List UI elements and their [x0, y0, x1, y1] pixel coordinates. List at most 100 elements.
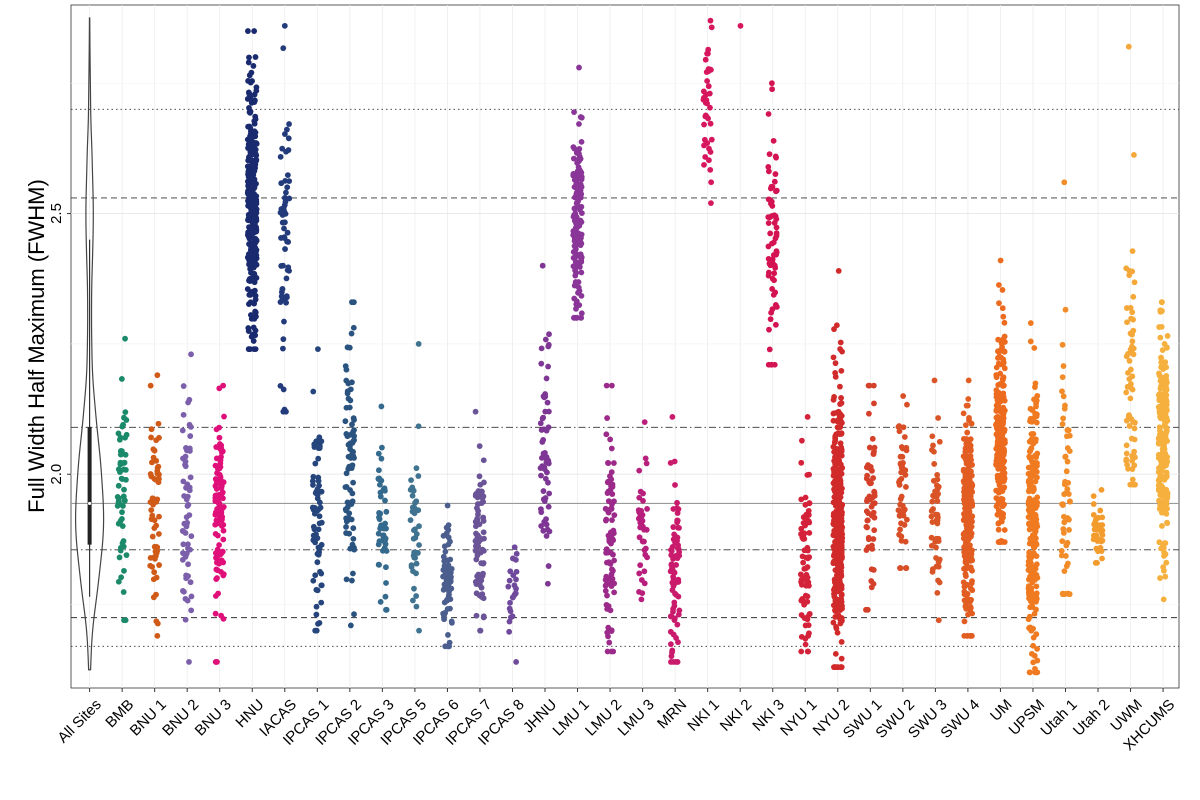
point-bmb	[123, 552, 130, 559]
point-lmu-2	[603, 581, 610, 588]
point-utah-1	[1066, 526, 1072, 533]
point-ipcas-2	[350, 535, 357, 542]
point-nki-3	[771, 178, 778, 185]
point-hnu	[252, 113, 259, 120]
point-swu-2	[902, 538, 909, 545]
point-utah-1	[1059, 388, 1065, 395]
point-mrn	[670, 631, 677, 638]
point-swu-3	[934, 476, 941, 483]
point-ipcas-5	[409, 508, 416, 515]
point-hnu	[249, 193, 256, 200]
point-ipcas-6	[448, 618, 455, 625]
point-nyu-2	[832, 435, 839, 442]
point-nyu-2	[830, 543, 837, 550]
point-hnu	[249, 175, 256, 182]
point-nyu-1	[798, 633, 805, 640]
point-swu-4	[962, 603, 969, 610]
point-lmu-1	[577, 251, 584, 258]
point-mrn	[673, 659, 680, 665]
point-lmu-2	[606, 639, 613, 646]
point-bnu-3	[215, 499, 222, 506]
point-hnu	[245, 232, 252, 239]
point-bnu-3	[217, 551, 224, 558]
point-bmb	[115, 578, 122, 585]
point-ipcas-1	[311, 526, 318, 533]
point-lmu-2	[607, 436, 614, 443]
point-bnu-2	[180, 478, 187, 485]
point-ipcas-7	[473, 590, 480, 597]
point-xhcums	[1161, 398, 1168, 405]
point-hnu	[253, 237, 260, 244]
point-ipcas-8	[507, 568, 514, 575]
point-nyu-1	[798, 496, 805, 503]
point-hnu	[251, 28, 258, 34]
point-nyu-2	[837, 517, 844, 524]
point-xhcums	[1157, 492, 1164, 498]
point-upsm	[1032, 669, 1039, 676]
point-ipcas-2	[343, 507, 349, 514]
point-um	[1000, 419, 1007, 425]
point-iacas	[285, 135, 292, 142]
point-uwm	[1125, 43, 1132, 50]
point-mrn	[674, 499, 680, 506]
point-jhnu	[538, 454, 545, 461]
point-ipcas-2	[351, 433, 358, 440]
point-um	[999, 339, 1005, 345]
point-swu-1	[865, 534, 872, 541]
point-mrn	[669, 587, 676, 594]
point-nki-1	[707, 166, 714, 173]
point-upsm	[1026, 669, 1033, 676]
point-lmu-2	[603, 573, 610, 580]
point-swu-1	[871, 490, 878, 496]
point-bmb	[121, 486, 127, 493]
point-ipcas-1	[310, 388, 317, 395]
point-hnu	[247, 292, 254, 298]
point-swu-3	[933, 563, 940, 570]
point-swu-2	[897, 565, 904, 571]
point-bnu-1	[147, 471, 154, 477]
point-jhnu	[538, 472, 544, 479]
y-tick-label: 2.5	[48, 203, 65, 224]
point-swu-4	[962, 505, 968, 512]
point-nyu-2	[830, 553, 837, 559]
point-hnu	[250, 338, 257, 344]
point-bnu-1	[147, 554, 154, 561]
point-lmu-1	[576, 64, 582, 71]
point-nki-3	[774, 303, 780, 310]
point-iacas	[283, 275, 290, 282]
point-hnu	[245, 171, 251, 178]
point-swu-4	[965, 486, 972, 492]
point-uwm	[1129, 476, 1136, 483]
point-jhnu	[538, 345, 545, 352]
point-ipcas-6	[444, 502, 451, 509]
point-swu-3	[934, 511, 941, 518]
point-ipcas-8	[505, 583, 512, 590]
point-nki-2	[737, 22, 744, 29]
point-ipcas-1	[315, 346, 321, 353]
point-nyu-2	[831, 494, 838, 500]
point-ipcas-7	[480, 457, 487, 464]
point-lmu-1	[571, 212, 578, 219]
point-ipcas-3	[376, 516, 383, 523]
point-ipcas-3	[375, 450, 382, 457]
point-ipcas-2	[346, 404, 353, 411]
point-bnu-2	[180, 588, 186, 594]
point-bnu-1	[155, 463, 162, 470]
point-bmb	[121, 459, 128, 466]
point-nki-1	[704, 78, 711, 84]
point-ipcas-1	[313, 611, 320, 618]
point-ipcas-2	[349, 379, 355, 386]
point-um	[998, 426, 1004, 433]
point-ipcas-7	[481, 535, 487, 542]
point-bnu-3	[219, 523, 225, 529]
point-utah-1	[1059, 538, 1066, 545]
point-lmu-1	[576, 121, 582, 127]
point-bnu-2	[184, 597, 191, 604]
point-iacas	[281, 225, 287, 232]
point-uwm	[1126, 376, 1133, 382]
point-utah-1	[1063, 468, 1070, 475]
point-ipcas-3	[376, 538, 383, 545]
point-utah-1	[1059, 421, 1066, 427]
point-ipcas-3	[383, 564, 389, 571]
point-swu-1	[866, 410, 872, 417]
